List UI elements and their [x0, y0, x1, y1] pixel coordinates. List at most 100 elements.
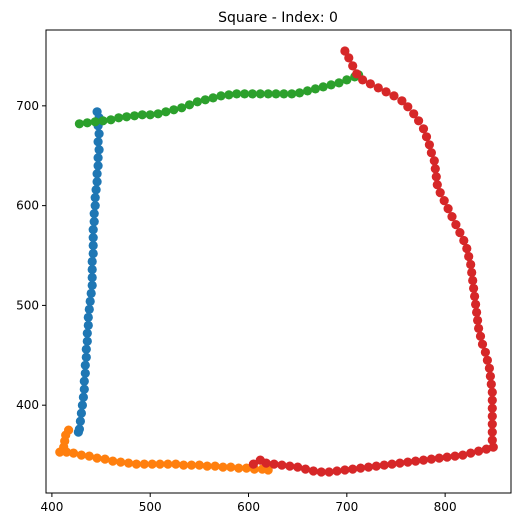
series-3 — [248, 46, 498, 477]
series-0-point-11 — [90, 193, 100, 203]
series-0-point-37 — [77, 400, 87, 410]
series-3-point-5 — [365, 79, 375, 89]
series-1-point-12 — [116, 457, 126, 467]
series-3-point-75 — [316, 467, 326, 477]
series-3-point-35 — [471, 299, 481, 309]
series-3-point-81 — [269, 459, 279, 469]
series-1-point-22 — [194, 460, 204, 470]
y-tick-label-3: 700 — [16, 99, 39, 113]
series-2-point-15 — [192, 97, 202, 107]
series-layer — [55, 46, 498, 477]
series-3-point-31 — [467, 267, 477, 278]
series-3-point-18 — [430, 164, 440, 174]
series-3-point-69 — [363, 462, 374, 472]
series-3-point-39 — [475, 331, 486, 341]
series-3-point-74 — [324, 467, 334, 477]
series-3-point-67 — [379, 460, 389, 470]
series-2-point-31 — [318, 82, 328, 92]
series-1-point-13 — [124, 458, 134, 468]
series-3-point-73 — [332, 466, 342, 476]
series-0-point-27 — [83, 320, 93, 330]
series-3-point-52 — [487, 435, 497, 445]
series-3-point-51 — [487, 427, 497, 437]
series-0-point-38 — [76, 408, 86, 418]
series-3-point-27 — [459, 235, 469, 246]
series-2-point-9 — [145, 110, 155, 120]
series-0-point-10 — [91, 185, 101, 195]
series-3-point-63 — [411, 456, 421, 466]
x-tick-label-2: 600 — [237, 500, 260, 514]
series-3-point-20 — [432, 180, 442, 190]
series-1-point-10 — [100, 454, 110, 464]
series-1-point-16 — [147, 459, 157, 469]
series-2-point-10 — [153, 109, 163, 119]
series-1-point-11 — [108, 456, 118, 466]
series-1-point-17 — [155, 459, 165, 469]
series-2-point-22 — [247, 89, 257, 99]
series-3-point-3 — [352, 69, 362, 79]
series-3-point-41 — [480, 347, 490, 357]
series-3-point-58 — [450, 451, 460, 461]
series-0 — [73, 107, 104, 437]
series-3-point-46 — [487, 387, 497, 397]
series-0-point-5 — [94, 145, 104, 155]
series-3-point-61 — [426, 454, 436, 464]
series-2-point-24 — [263, 89, 273, 99]
series-3-point-23 — [443, 204, 453, 214]
series-0-point-39 — [75, 416, 85, 426]
series-3-point-66 — [387, 459, 397, 469]
series-2-point-8 — [137, 110, 147, 120]
series-3-point-25 — [451, 220, 461, 230]
series-3-point-8 — [389, 91, 399, 101]
series-2-point-14 — [184, 100, 195, 110]
series-3-point-40 — [477, 339, 488, 349]
series-1-point-21 — [186, 460, 197, 470]
series-0-point-30 — [81, 344, 91, 354]
series-3-point-13 — [418, 124, 429, 134]
series-0-point-6 — [93, 153, 103, 163]
series-0-point-25 — [84, 304, 94, 314]
series-3-point-53 — [488, 442, 498, 452]
series-3-point-83 — [255, 455, 265, 465]
series-2-point-6 — [122, 112, 132, 122]
series-3-point-28 — [462, 243, 472, 254]
series-3-point-70 — [356, 463, 366, 473]
series-1-point-25 — [218, 462, 228, 472]
series-3-point-33 — [469, 283, 479, 293]
series-3-point-44 — [485, 371, 495, 381]
series-2-point-4 — [106, 115, 116, 125]
series-0-point-31 — [81, 352, 91, 362]
series-0-point-22 — [87, 280, 97, 290]
series-2-point-20 — [232, 89, 242, 99]
series-0-point-33 — [80, 368, 90, 378]
series-2-point-16 — [200, 95, 210, 105]
series-3-point-56 — [466, 448, 476, 458]
series-3-point-65 — [395, 458, 405, 468]
series-2-point-34 — [342, 75, 352, 85]
series-2-point-18 — [216, 91, 226, 101]
series-3-point-29 — [464, 251, 474, 262]
series-3-point-42 — [482, 355, 492, 365]
series-3-point-26 — [455, 228, 465, 238]
series-3-point-60 — [434, 453, 444, 463]
series-0-point-17 — [88, 240, 98, 251]
series-0-point-13 — [89, 209, 99, 219]
series-2-point-27 — [287, 89, 297, 99]
series-3-point-32 — [468, 275, 478, 286]
series-2-point-12 — [169, 105, 179, 115]
series-3-point-24 — [447, 212, 457, 222]
series-1-point-5 — [62, 447, 72, 457]
series-2-point-5 — [114, 113, 124, 123]
series-0-point-7 — [93, 161, 103, 171]
series-3-point-47 — [487, 395, 497, 405]
series-3-point-59 — [442, 452, 452, 462]
series-3-point-19 — [431, 172, 441, 182]
series-2-point-28 — [295, 88, 305, 98]
plot-frame — [45, 29, 512, 494]
series-0-point-28 — [82, 328, 92, 338]
series-2-point-21 — [240, 89, 250, 99]
series-3-point-79 — [285, 461, 295, 471]
series-3-point-16 — [426, 148, 436, 158]
y-tick-label-0: 400 — [16, 398, 39, 412]
